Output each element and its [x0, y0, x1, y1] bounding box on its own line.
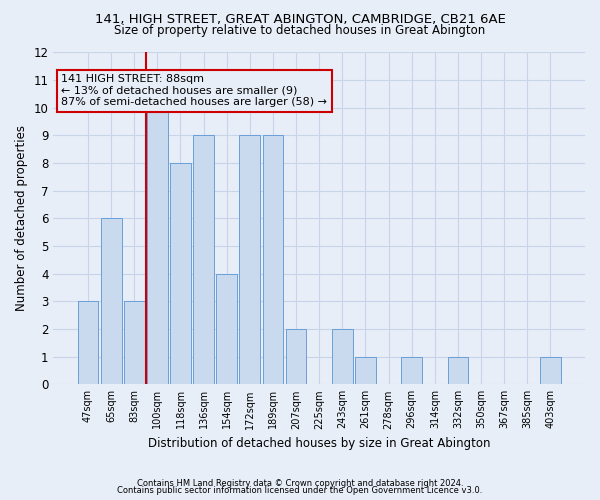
Bar [77, 302, 98, 384]
Bar [147, 108, 168, 384]
Bar [540, 356, 561, 384]
Bar [124, 302, 145, 384]
Bar [263, 136, 283, 384]
Y-axis label: Number of detached properties: Number of detached properties [15, 126, 28, 312]
Text: 141, HIGH STREET, GREAT ABINGTON, CAMBRIDGE, CB21 6AE: 141, HIGH STREET, GREAT ABINGTON, CAMBRI… [95, 12, 505, 26]
Text: Size of property relative to detached houses in Great Abington: Size of property relative to detached ho… [115, 24, 485, 37]
Bar [170, 163, 191, 384]
Bar [355, 356, 376, 384]
Bar [401, 356, 422, 384]
Bar [193, 136, 214, 384]
Bar [332, 329, 353, 384]
Bar [239, 136, 260, 384]
Text: Contains public sector information licensed under the Open Government Licence v3: Contains public sector information licen… [118, 486, 482, 495]
Bar [286, 329, 307, 384]
Text: 141 HIGH STREET: 88sqm
← 13% of detached houses are smaller (9)
87% of semi-deta: 141 HIGH STREET: 88sqm ← 13% of detached… [61, 74, 328, 108]
Bar [101, 218, 122, 384]
Bar [217, 274, 237, 384]
Bar [448, 356, 469, 384]
Text: Contains HM Land Registry data © Crown copyright and database right 2024.: Contains HM Land Registry data © Crown c… [137, 478, 463, 488]
X-axis label: Distribution of detached houses by size in Great Abington: Distribution of detached houses by size … [148, 437, 490, 450]
